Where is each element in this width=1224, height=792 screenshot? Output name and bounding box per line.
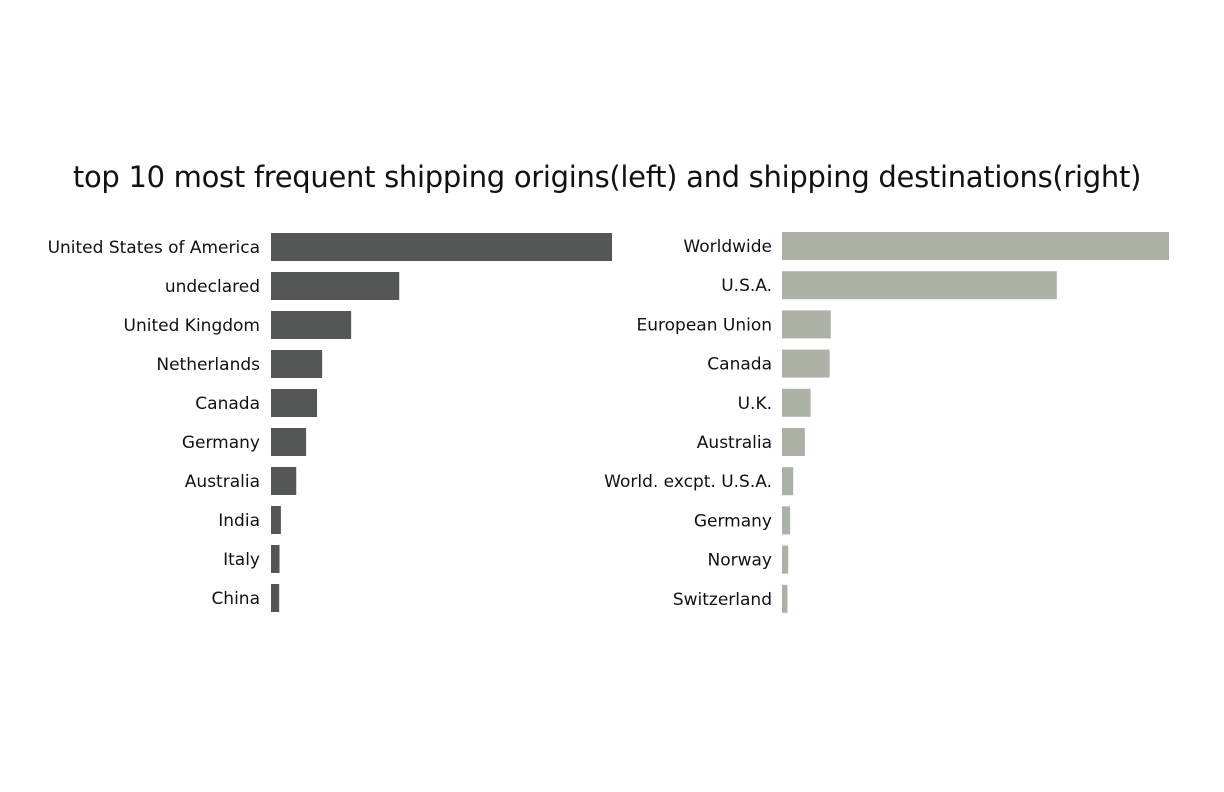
origins-label-7: India [218, 511, 260, 531]
destinations-label-8: Norway [708, 551, 773, 571]
origins-bar-1 [271, 272, 400, 300]
destinations-bar-3 [782, 349, 830, 378]
origins-label-4: Canada [195, 394, 260, 414]
destinations-label-0: Worldwide [683, 237, 772, 257]
destinations-bar-6 [782, 467, 794, 496]
destinations-bar-4 [782, 388, 811, 417]
destinations-bar-1 [782, 271, 1057, 300]
destinations-label-1: U.S.A. [721, 276, 772, 296]
origins-label-6: Australia [185, 472, 260, 492]
destinations-label-5: Australia [697, 433, 772, 453]
destinations-bar-2 [782, 310, 831, 339]
destinations-bar-5 [782, 428, 805, 456]
destinations-bar-chart: Worldwide U.S.A. European Union Canada U.K. A… [604, 232, 1169, 613]
origins-label-1: undeclared [165, 277, 260, 297]
destinations-label-6: World. excpt. U.S.A. [604, 472, 772, 492]
origins-bar-0 [271, 233, 612, 261]
destinations-label-4: U.K. [738, 394, 772, 414]
origins-bar-8 [271, 545, 280, 573]
destinations-bar-7 [782, 506, 791, 535]
origins-label-2: United Kingdom [124, 316, 260, 336]
origins-bar-9 [271, 584, 280, 612]
origins-bar-6 [271, 467, 297, 495]
origins-label-0: United States of America [48, 238, 260, 258]
destinations-bar-0 [782, 232, 1169, 260]
destinations-bar-8 [782, 545, 789, 574]
origins-bar-2 [271, 311, 352, 339]
destinations-label-7: Germany [694, 511, 772, 531]
origins-bar-chart: United States of America undeclared United… [48, 233, 612, 612]
destinations-bar-9 [782, 584, 788, 613]
chart-title: top 10 most frequent shipping origins(le… [72, 160, 1142, 194]
destinations-label-9: Switzerland [673, 590, 772, 610]
origins-label-5: Germany [182, 433, 260, 453]
origins-bar-7 [271, 506, 281, 534]
destinations-label-3: Canada [707, 355, 772, 375]
origins-label-9: China [211, 589, 260, 609]
origins-label-8: Italy [223, 550, 260, 570]
origins-bar-3 [271, 350, 323, 378]
origins-bar-4 [271, 389, 318, 417]
destinations-label-2: European Union [637, 315, 773, 335]
origins-label-3: Netherlands [156, 355, 260, 375]
origins-bar-5 [271, 428, 307, 456]
